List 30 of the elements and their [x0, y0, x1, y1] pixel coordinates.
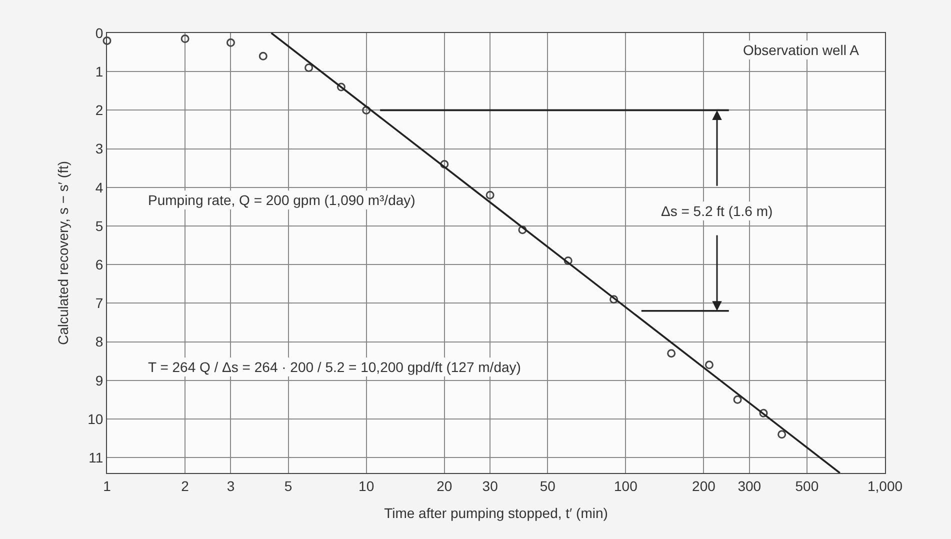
y-tick-label: 7: [95, 295, 104, 312]
x-tick-label: 500: [795, 478, 819, 494]
x-tick-label: 50: [540, 478, 556, 494]
x-tick-label: 300: [738, 478, 762, 494]
annotation: Observation well A: [743, 42, 860, 58]
x-axis-title: Time after pumping stopped, t′ (min): [384, 505, 608, 522]
y-tick-label: 2: [95, 102, 104, 118]
x-tick-label: 20: [436, 478, 452, 494]
y-tick-label: 5: [95, 218, 104, 234]
annotation: T = 264 Q / Δs = 264 · 200 / 5.2 = 10,200 gpd/ft (127 m/day): [148, 359, 521, 375]
x-tick-label: 2: [181, 478, 190, 494]
y-axis-title: Calculated recovery, s − s′ (ft): [55, 160, 72, 346]
y-tick-label: 6: [95, 256, 104, 272]
y-tick-label: 10: [88, 410, 104, 427]
y-tick-label: 11: [88, 449, 104, 466]
y-tick-label: 3: [95, 140, 104, 157]
y-tick-label: 8: [95, 334, 104, 350]
annotation: Pumping rate, Q = 200 gpm (1,090 m³/day): [148, 192, 416, 208]
x-tick-label: 3: [226, 478, 235, 494]
x-tick-label: 10: [358, 478, 374, 494]
y-tick-label: 4: [95, 179, 104, 196]
x-tick-label: 1,000: [867, 478, 903, 494]
y-tick-label: 1: [95, 64, 104, 80]
x-tick-label: 30: [482, 478, 498, 494]
y-tick-label: 0: [95, 24, 104, 41]
annotation: Δs = 5.2 ft (1.6 m): [661, 203, 773, 219]
y-tick-label: 9: [95, 372, 104, 388]
x-tick-label: 200: [692, 478, 716, 494]
x-tick-label: 5: [284, 478, 292, 494]
x-tick-label: 100: [614, 478, 638, 494]
